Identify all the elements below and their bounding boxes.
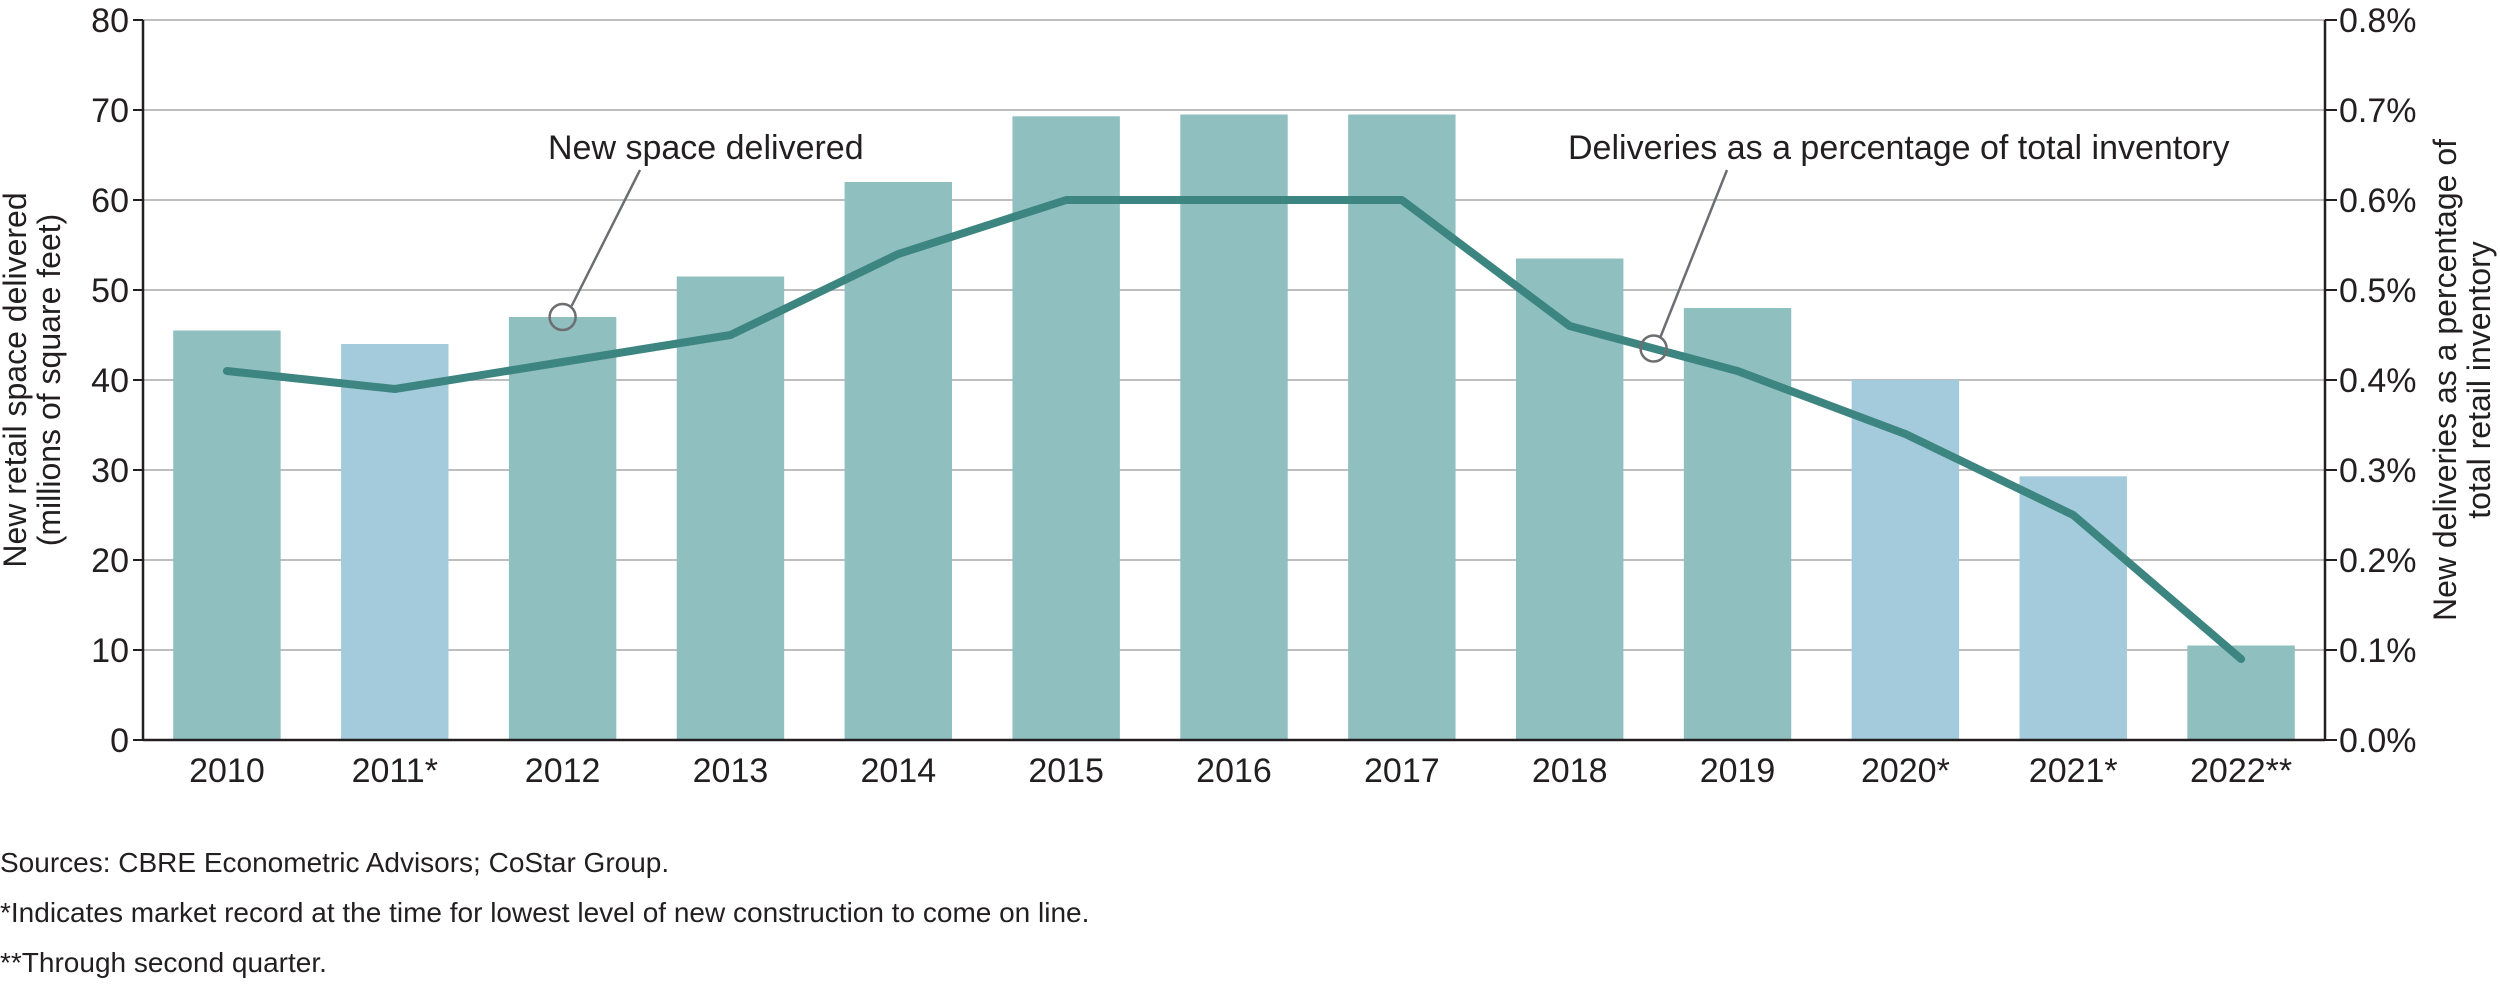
bar-callout-leader <box>570 169 642 307</box>
x-tick-label: 2022** <box>2190 752 2292 790</box>
percentage-line <box>222 196 2246 663</box>
y2-tick-label: 0.7% <box>2339 92 2417 130</box>
y-tick-label: 30 <box>91 452 129 490</box>
x-tick-label: 2016 <box>1196 752 1272 790</box>
percentage-series-line <box>222 196 2246 663</box>
y-axis-title-line1: New retail space delivered <box>0 192 33 567</box>
y2-axis-title-line2: total retail inventory <box>2461 241 2497 518</box>
bar-2020 <box>1851 380 1960 740</box>
record-footnote: *Indicates market record at the time for… <box>0 897 1090 928</box>
x-tick-label: 2012 <box>525 752 601 790</box>
sources-note: Sources: CBRE Econometric Advisors; CoSt… <box>0 847 670 878</box>
y2-tick-label: 0.5% <box>2339 272 2417 310</box>
bar-2015 <box>1012 116 1120 741</box>
x-tick-label: 2011* <box>352 752 438 790</box>
chart: 0 0.0% 10 0.1% 20 0.2% 30 0.3% 40 0.4% 50 0.5% 60 0.6… <box>0 2 2497 790</box>
footnotes: Sources: CBRE Econometric Advisors; CoSt… <box>0 838 1089 988</box>
y2-tick-label: 0.8% <box>2339 2 2417 40</box>
y2-tick-label: 0.0% <box>2339 722 2417 760</box>
x-tick-label: 2010 <box>189 752 265 790</box>
y-tick-label: 10 <box>91 632 129 670</box>
x-tick-label: 2013 <box>693 752 769 790</box>
line-callout-label: Deliveries as a percentage of total inve… <box>1568 129 2229 167</box>
line-callout-marker <box>1639 334 1668 363</box>
y2-tick-label: 0.4% <box>2339 362 2417 400</box>
x-tick-label: 2018 <box>1532 752 1608 790</box>
y2-tick-label: 0.1% <box>2339 632 2417 670</box>
x-tick-label: 2019 <box>1700 752 1776 790</box>
axis-titles: New retail space delivered (millions of … <box>0 139 2497 621</box>
tick-labels: 0 0.0% 10 0.1% 20 0.2% 30 0.3% 40 0.4% 50 0.5% 60 0.6… <box>91 2 2416 790</box>
y-tick-label: 20 <box>91 542 129 580</box>
bar-2011 <box>341 344 449 740</box>
y-tick-label: 0 <box>110 722 129 760</box>
bar-2010 <box>173 330 281 740</box>
bar-2014 <box>844 182 953 740</box>
callouts: New space delivered Deliveries as a perce… <box>548 129 2229 363</box>
bar-2016 <box>1180 114 1288 740</box>
y2-tick-label: 0.6% <box>2339 182 2417 220</box>
bar-2012 <box>508 317 617 740</box>
bar-callout-marker <box>548 302 577 332</box>
y-tick-label: 50 <box>91 272 129 310</box>
y2-tick-label: 0.3% <box>2339 452 2417 490</box>
bar-2018 <box>1515 258 1624 740</box>
y-tick-label: 60 <box>91 182 129 220</box>
x-tick-label: 2021* <box>2029 752 2118 790</box>
y-tick-label: 80 <box>91 2 129 40</box>
y-axis-title-line2: (millions of square feet) <box>31 214 67 547</box>
bar-2013 <box>676 276 785 740</box>
y2-tick-label: 0.2% <box>2339 542 2417 580</box>
y2-axis-title-line1: New deliveries as a percentage of <box>2427 139 2463 621</box>
bar-2019 <box>1683 308 1792 740</box>
bar-callout-label: New space delivered <box>548 129 864 167</box>
quarter-footnote: **Through second quarter. <box>0 947 327 978</box>
x-tick-label: 2020* <box>1861 752 1950 790</box>
x-tick-label: 2014 <box>860 752 936 790</box>
bar-2017 <box>1348 114 1456 740</box>
x-tick-label: 2017 <box>1364 752 1440 790</box>
line-callout-leader <box>1659 169 1729 337</box>
y-tick-label: 40 <box>91 362 129 400</box>
y-tick-label: 70 <box>91 92 129 130</box>
x-tick-label: 2015 <box>1028 752 1104 790</box>
bars <box>173 114 2295 741</box>
